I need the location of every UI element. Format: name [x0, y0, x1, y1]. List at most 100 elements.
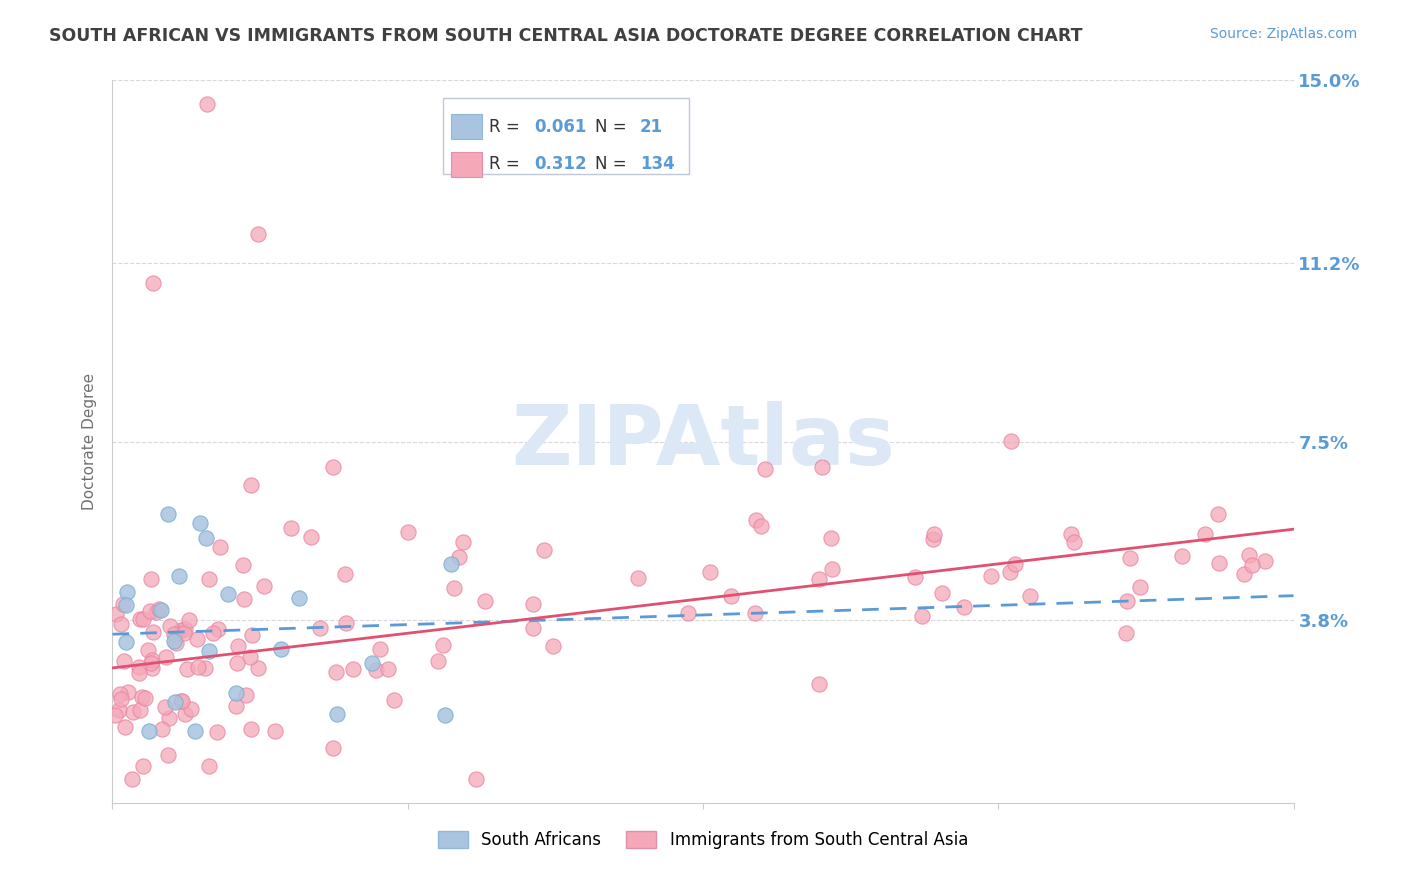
Text: 0.312: 0.312	[534, 155, 586, 173]
Point	[439, 557, 461, 571]
Text: SOUTH AFRICAN VS IMMIGRANTS FROM SOUTH CENTRAL ASIA DOCTORATE DEGREE CORRELATION: SOUTH AFRICAN VS IMMIGRANTS FROM SOUTH C…	[49, 27, 1083, 45]
Point	[156, 507, 179, 521]
Point	[1240, 558, 1263, 573]
Point	[134, 691, 156, 706]
Point	[114, 720, 136, 734]
Point	[131, 690, 153, 705]
Point	[299, 530, 322, 544]
Point	[141, 661, 163, 675]
Text: Source: ZipAtlas.com: Source: ZipAtlas.com	[1209, 27, 1357, 41]
Point	[141, 653, 163, 667]
Point	[176, 662, 198, 676]
Point	[205, 725, 228, 739]
Point	[1237, 549, 1260, 563]
Point	[157, 711, 180, 725]
Point	[253, 578, 276, 592]
Point	[699, 566, 721, 580]
Point	[142, 276, 165, 290]
Point	[170, 693, 193, 707]
Point	[451, 535, 474, 549]
Point	[287, 591, 309, 605]
Point	[194, 661, 217, 675]
Point	[326, 706, 349, 721]
Point	[121, 705, 143, 719]
Point	[377, 662, 399, 676]
Point	[474, 593, 496, 607]
Point	[142, 625, 165, 640]
Point	[117, 685, 139, 699]
Point	[911, 609, 934, 624]
Point	[110, 692, 132, 706]
Point	[922, 527, 945, 541]
Point	[1000, 434, 1022, 448]
Point	[173, 626, 195, 640]
Point	[325, 665, 347, 680]
Point	[186, 632, 208, 646]
Point	[366, 663, 388, 677]
Point	[720, 589, 742, 603]
Point	[627, 571, 650, 585]
Legend: South Africans, Immigrants from South Central Asia: South Africans, Immigrants from South Ce…	[432, 824, 974, 856]
Point	[322, 740, 344, 755]
Point	[108, 687, 131, 701]
Point	[115, 634, 138, 648]
Point	[342, 662, 364, 676]
Point	[807, 572, 830, 586]
Point	[170, 623, 193, 637]
Point	[676, 606, 699, 620]
Point	[1208, 557, 1230, 571]
Point	[1233, 566, 1256, 581]
Point	[128, 660, 150, 674]
Point	[426, 654, 449, 668]
Point	[811, 460, 834, 475]
Point	[138, 723, 160, 738]
Text: R =: R =	[489, 118, 526, 136]
Text: 0.061: 0.061	[534, 118, 586, 136]
Point	[239, 649, 262, 664]
Point	[1171, 549, 1194, 563]
Point	[105, 607, 128, 622]
Point	[145, 605, 167, 619]
Text: N =: N =	[595, 118, 631, 136]
Text: 134: 134	[640, 155, 675, 173]
Point	[198, 759, 221, 773]
Point	[465, 772, 488, 786]
Point	[225, 699, 247, 714]
Point	[107, 703, 129, 717]
Point	[522, 598, 544, 612]
Point	[754, 461, 776, 475]
Point	[163, 634, 186, 648]
Point	[432, 638, 454, 652]
Point	[180, 702, 202, 716]
Point	[208, 541, 231, 555]
Point	[197, 644, 219, 658]
Point	[240, 628, 263, 642]
Point	[155, 699, 177, 714]
Text: ZIPAtlas: ZIPAtlas	[510, 401, 896, 482]
Point	[187, 660, 209, 674]
Point	[745, 512, 768, 526]
Point	[201, 626, 224, 640]
Point	[533, 543, 555, 558]
Point	[447, 549, 470, 564]
Point	[1253, 553, 1275, 567]
Point	[808, 677, 831, 691]
Point	[246, 661, 269, 675]
Point	[183, 723, 205, 738]
Point	[156, 747, 179, 762]
Point	[434, 707, 457, 722]
Point	[541, 640, 564, 654]
Point	[904, 570, 927, 584]
Point	[322, 459, 344, 474]
Point	[139, 657, 162, 671]
Point	[104, 707, 127, 722]
Point	[225, 656, 247, 670]
Text: R =: R =	[489, 155, 526, 173]
Point	[163, 695, 186, 709]
Point	[308, 622, 330, 636]
Point	[114, 598, 136, 612]
Point	[132, 759, 155, 773]
Point	[1194, 526, 1216, 541]
Point	[1115, 626, 1137, 640]
Text: 21: 21	[640, 118, 662, 136]
